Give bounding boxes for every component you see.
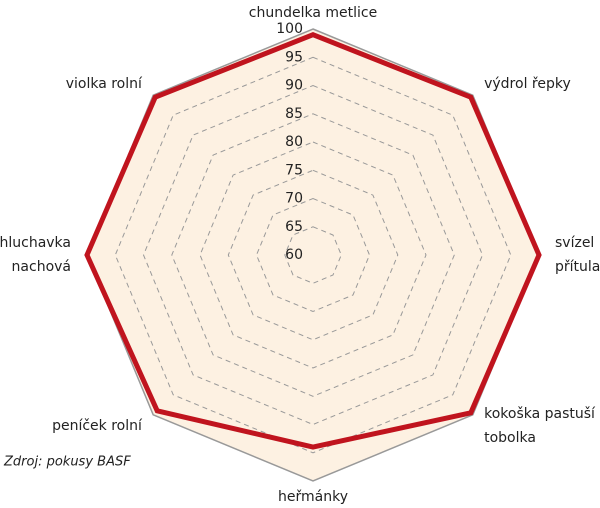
category-label: svízel [555, 235, 594, 251]
grid-ring [227, 169, 399, 341]
category-label: heřmánky [278, 489, 348, 504]
y-tick-label: 75 [285, 162, 303, 178]
category-label: kokoška pastuší [484, 406, 596, 422]
series-line [84, 32, 542, 450]
y-tick-label: 80 [285, 134, 303, 150]
y-tick-label: 65 [285, 219, 303, 235]
grid-ring [284, 226, 342, 284]
category-label: violka rolní [66, 76, 143, 92]
source-note: Zdroj: pokusy BASF [3, 455, 131, 470]
category-label: nachová [12, 259, 71, 275]
category-label: chundelka metlice [249, 5, 377, 21]
y-tick-label: 95 [285, 49, 303, 65]
grid-ring [142, 84, 484, 426]
grid-ring [255, 197, 371, 313]
category-label: přítula [555, 259, 600, 275]
category-label: tobolka [484, 430, 536, 446]
category-label: peníček rolní [52, 418, 143, 434]
category-label: hluchavka [0, 235, 71, 251]
y-tick-label: 85 [285, 106, 303, 122]
y-tick-label: 60 [285, 247, 303, 263]
y-tick-label: 90 [285, 78, 303, 94]
grid-ring [171, 113, 455, 397]
grid-ring [114, 56, 512, 454]
radar-background [87, 29, 539, 481]
grid-ring [199, 141, 427, 369]
y-tick-label: 100 [276, 21, 303, 37]
y-tick-label: 70 [285, 191, 303, 207]
category-label: výdrol řepky [484, 76, 571, 92]
